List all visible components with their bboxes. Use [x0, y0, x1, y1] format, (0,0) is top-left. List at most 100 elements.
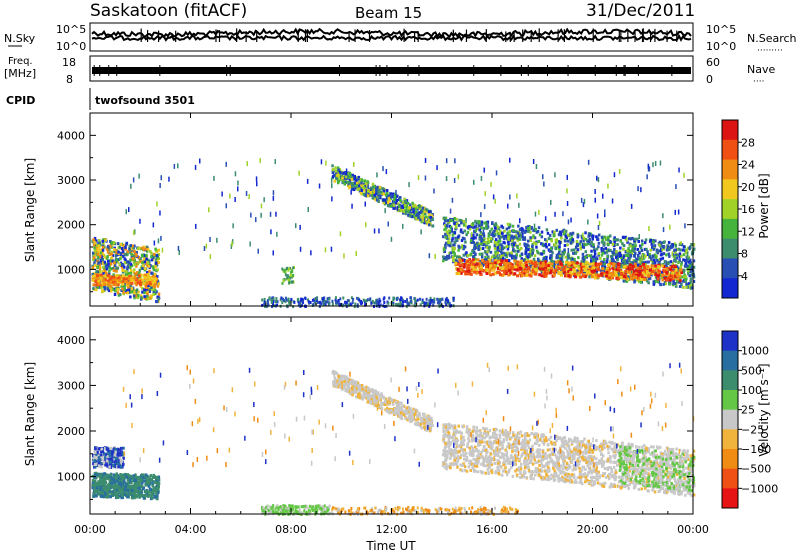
- range-gate-cell: [545, 245, 548, 249]
- range-gate-cell: [638, 267, 642, 270]
- range-gate-cell: [510, 266, 514, 270]
- range-gate-cell: [130, 257, 134, 261]
- range-gate-cell: [685, 257, 689, 261]
- range-gate-cell: [529, 230, 532, 234]
- range-gate-cell: [114, 287, 117, 291]
- range-gate-cell: [106, 287, 109, 291]
- range-gate-cell: [576, 268, 580, 272]
- range-gate-cell: [136, 271, 139, 275]
- range-gate-cell: [366, 298, 369, 302]
- range-gate-cell: [157, 297, 160, 301]
- range-gate-cell: [619, 275, 623, 279]
- range-gate-cell: [516, 193, 518, 199]
- nsky-trace: [91, 27, 692, 42]
- range-gate-cell: [173, 163, 176, 169]
- range-gate-cell: [148, 276, 152, 280]
- range-gate-cell: [480, 255, 484, 259]
- range-gate-cell: [627, 251, 630, 255]
- range-gate-cell: [96, 252, 100, 256]
- range-gate-cell: [692, 243, 696, 247]
- range-gate-cell: [682, 248, 685, 252]
- range-gate-cell: [133, 276, 137, 280]
- range-gate-cell: [415, 217, 418, 221]
- range-gate-cell: [619, 254, 622, 258]
- range-gate-cell: [205, 243, 208, 249]
- range-gate-cell: [513, 235, 516, 239]
- range-gate-cell: [125, 253, 128, 257]
- range-gate-cell: [151, 283, 155, 287]
- nsky-panel: N.Sky 10^5 10^0 10^5 10^0 N.Search ·····…: [4, 22, 797, 56]
- range-gate-cell: [579, 240, 582, 244]
- range-gate-cell: [596, 175, 598, 181]
- range-gate-cell: [225, 161, 227, 167]
- range-gate-cell: [648, 252, 651, 256]
- range-gate-cell: [507, 235, 509, 241]
- range-gate-cell: [526, 229, 530, 233]
- range-gate-cell: [624, 237, 628, 241]
- range-gate-cell: [507, 203, 509, 209]
- range-gate-cell: [428, 253, 431, 259]
- range-gate-cell: [410, 296, 412, 300]
- range-gate-cell: [490, 255, 494, 259]
- range-gate-cell: [578, 242, 582, 246]
- range-gate-cell: [512, 243, 516, 247]
- range-gate-cell: [99, 277, 103, 281]
- range-gate-cell: [101, 270, 105, 274]
- range-gate-cell: [652, 162, 654, 168]
- range-gate-cell: [574, 275, 578, 279]
- range-gate-cell: [590, 269, 594, 273]
- range-gate-cell: [451, 218, 455, 221]
- range-gate-cell: [607, 235, 610, 239]
- range-gate-cell: [529, 248, 533, 251]
- range-gate-cell: [144, 273, 148, 277]
- range-gate-cell: [427, 218, 431, 222]
- range-gate-cell: [497, 240, 500, 244]
- range-gate-cell: [103, 285, 107, 289]
- range-gate-cell: [129, 290, 133, 294]
- range-gate-cell: [111, 242, 114, 246]
- range-gate-cell: [255, 176, 258, 182]
- range-gate-cell: [382, 201, 385, 204]
- range-gate-cell: [588, 232, 592, 236]
- range-gate-cell: [491, 231, 495, 235]
- range-gate-cell: [514, 265, 518, 269]
- range-gate-cell: [143, 254, 147, 258]
- range-gate-cell: [531, 245, 534, 249]
- range-gate-cell: [92, 251, 95, 255]
- range-gate-cell: [523, 258, 527, 261]
- range-gate-cell: [569, 265, 572, 269]
- range-gate-cell: [139, 257, 142, 261]
- range-gate-cell: [376, 189, 380, 193]
- range-gate-cell: [127, 285, 130, 289]
- range-gate-cell: [567, 219, 570, 225]
- range-gate-cell: [126, 250, 130, 254]
- range-gate-cell: [513, 272, 517, 276]
- range-gate-cell: [510, 239, 514, 243]
- range-gate-cell: [406, 207, 410, 211]
- range-gate-cell: [344, 178, 347, 182]
- range-gate-cell: [525, 246, 528, 250]
- range-gate-cell: [328, 302, 331, 306]
- range-gate-cell: [365, 183, 369, 187]
- range-gate-cell: [151, 272, 154, 276]
- range-gate-cell: [331, 170, 335, 174]
- range-gate-cell: [427, 302, 429, 306]
- range-gate-cell: [95, 277, 99, 281]
- range-gate-cell: [157, 292, 161, 296]
- range-gate-cell: [156, 268, 159, 272]
- range-gate-cell: [629, 244, 632, 248]
- range-gate-cell: [128, 280, 131, 284]
- range-gate-cell: [564, 234, 567, 238]
- range-gate-cell: [685, 285, 688, 289]
- range-gate-cell: [374, 196, 378, 200]
- range-gate-cell: [129, 268, 133, 272]
- range-gate-cell: [422, 217, 426, 221]
- range-gate-cell: [474, 219, 477, 223]
- range-gate-cell: [430, 214, 434, 218]
- range-gate-cell: [655, 258, 659, 262]
- range-gate-cell: [127, 281, 131, 285]
- range-gate-cell: [125, 291, 128, 295]
- range-gate-cell: [444, 246, 447, 250]
- range-gate-cell: [550, 262, 554, 266]
- range-gate-cell: [540, 242, 543, 246]
